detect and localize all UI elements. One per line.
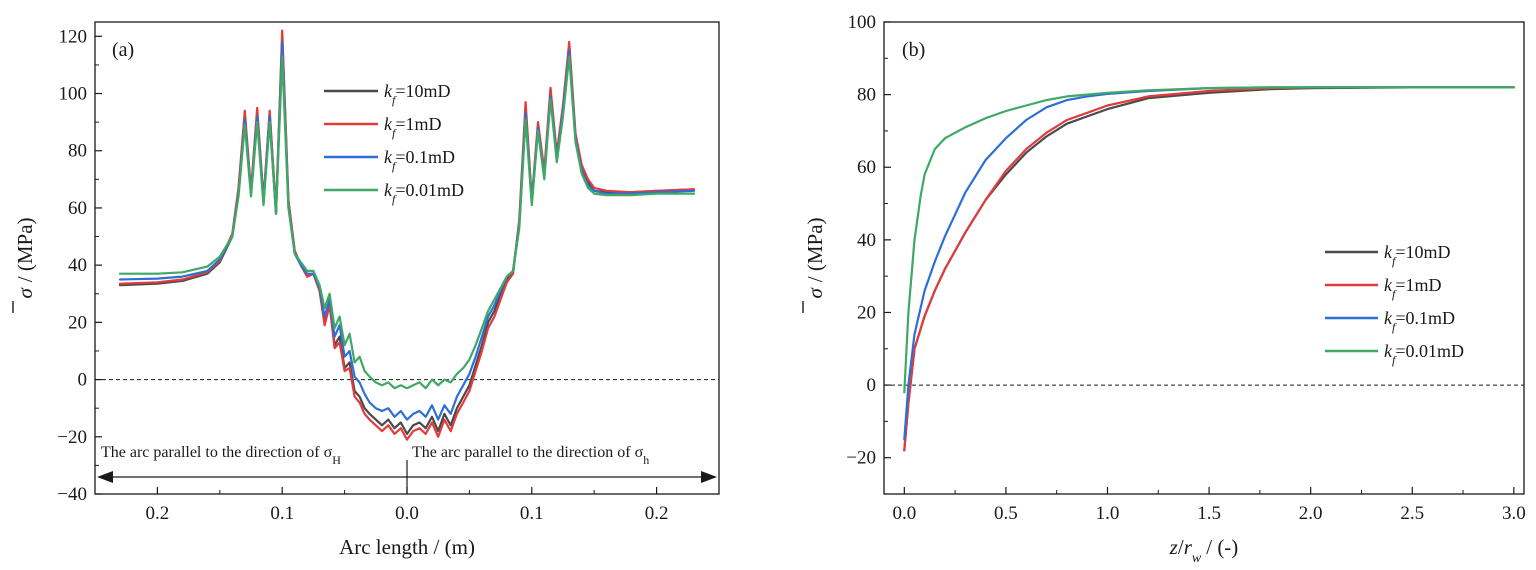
- panel-b-x-axis-title: z/rw / (-): [1169, 535, 1239, 566]
- panel-a-x-tick-label: 0.0: [395, 503, 419, 524]
- panel-b-y-ticks: −20 0 20 40 60 80 100: [846, 12, 891, 469]
- panel-a-series-line-0.01mD: [118, 55, 696, 390]
- panel-b: −20 0 20 40 60 80 100 0.0 0.5 1.0 1.5 2.0 2.5 3.0 (b…: [802, 12, 1526, 566]
- legend-a-label-10mD: kf=10mD: [384, 81, 451, 107]
- panel-a-x-tick-label: 0.1: [270, 503, 294, 524]
- panel-a-y-tick-label: −40: [57, 484, 87, 505]
- panel-a-x-tick-label: 0.2: [645, 503, 669, 524]
- panel-a-y-tick-label: 40: [68, 255, 87, 276]
- arc-arrow-right-head: [701, 471, 717, 483]
- legend-b-label-0.1mD: kf=0.1mD: [1384, 308, 1455, 334]
- arc-note-right: The arc parallel to the direction of σh: [412, 444, 649, 467]
- legend-b-label-1mD: kf=1mD: [1384, 275, 1442, 301]
- panel-b-y-tick-label: 100: [848, 12, 877, 33]
- panel-a-x-tick-label: 0.2: [146, 503, 170, 524]
- panel-a-y-ticks: −40 −20 0 20 40 60 80 100 120: [57, 26, 102, 505]
- panel-a-y-tick-label: 60: [68, 198, 87, 219]
- panel-a-legend: kf=10mD kf=1mD kf=0.1mD kf=0.01mD: [324, 81, 464, 206]
- panel-b-series-line-0.01mD: [903, 86, 1515, 394]
- panel-b-y-tick-label: 80: [857, 85, 876, 106]
- panel-b-x-tick-label: 3.0: [1502, 503, 1526, 524]
- panel-b-x-tick-label: 2.5: [1400, 503, 1424, 524]
- panel-a-y-axis-title: σ/ (MPa): [13, 217, 37, 298]
- panel-a-y-tick-label: 20: [68, 312, 87, 333]
- panel-b-series-line-0.1mD: [903, 86, 1515, 441]
- panel-b-series-line-10mD: [903, 86, 1515, 452]
- legend-b-label-0.01mD: kf=0.01mD: [1384, 341, 1464, 367]
- arc-note-left: The arc parallel to the direction of σH: [101, 444, 341, 467]
- panel-b-label: (b): [902, 39, 925, 61]
- panel-a-series: [118, 29, 696, 441]
- panel-b-y-tick-label: 20: [857, 302, 876, 323]
- legend-a-label-0.1mD: kf=0.1mD: [384, 147, 455, 173]
- panel-b-y-tick-label: −20: [846, 448, 876, 469]
- panel-b-x-tick-label: 0.0: [892, 503, 916, 524]
- panel-a-x-tick-label: 0.1: [520, 503, 544, 524]
- panel-b-y-axis-title-text: σ/ (MPa): [803, 217, 827, 298]
- panel-b-y-tick-label: 0: [867, 375, 877, 396]
- panel-a-y-tick-label: −20: [57, 427, 87, 448]
- panel-b-series: [903, 86, 1515, 452]
- panel-b-legend: kf=10mD kf=1mD kf=0.1mD kf=0.01mD: [1325, 242, 1464, 367]
- panel-b-x-tick-label: 2.0: [1299, 503, 1323, 524]
- panel-b-series-line-1mD: [903, 86, 1515, 452]
- panel-a-y-tick-label: 80: [68, 141, 87, 162]
- panel-a-arc-annotation: The arc parallel to the direction of σH …: [97, 444, 717, 494]
- panel-a-y-axis-title-text: σ/ (MPa): [13, 217, 37, 298]
- panel-b-x-tick-label: 0.5: [994, 503, 1018, 524]
- panel-a-x-axis-title: Arc length / (m): [339, 535, 475, 559]
- panel-a-y-tick-label: 0: [78, 370, 88, 391]
- panel-b-frame: [883, 21, 1525, 495]
- panel-a-label: (a): [112, 39, 134, 61]
- panel-a-y-tick-label: 100: [59, 84, 88, 105]
- panel-b-x-ticks: 0.0 0.5 1.0 1.5 2.0 2.5 3.0: [892, 487, 1526, 524]
- panel-b-y-axis-title: σ/ (MPa): [803, 217, 827, 298]
- legend-a-label-0.01mD: kf=0.01mD: [384, 180, 464, 206]
- panel-a: −40 −20 0 20 40 60 80 100 120 0.2 0.1 0.0 0.1 0.2 Th…: [12, 21, 720, 559]
- panel-b-y-tick-label: 40: [857, 230, 876, 251]
- legend-a-label-1mD: kf=1mD: [384, 114, 442, 140]
- panel-b-x-tick-label: 1.0: [1096, 503, 1120, 524]
- panel-b-x-tick-label: 1.5: [1197, 503, 1221, 524]
- panel-b-y-tick-label: 60: [857, 157, 876, 178]
- arc-arrow-left-head: [97, 471, 113, 483]
- panel-a-x-ticks: 0.2 0.1 0.0 0.1 0.2: [146, 487, 669, 524]
- legend-b-label-10mD: kf=10mD: [1384, 242, 1451, 268]
- panel-a-y-tick-label: 120: [59, 26, 88, 47]
